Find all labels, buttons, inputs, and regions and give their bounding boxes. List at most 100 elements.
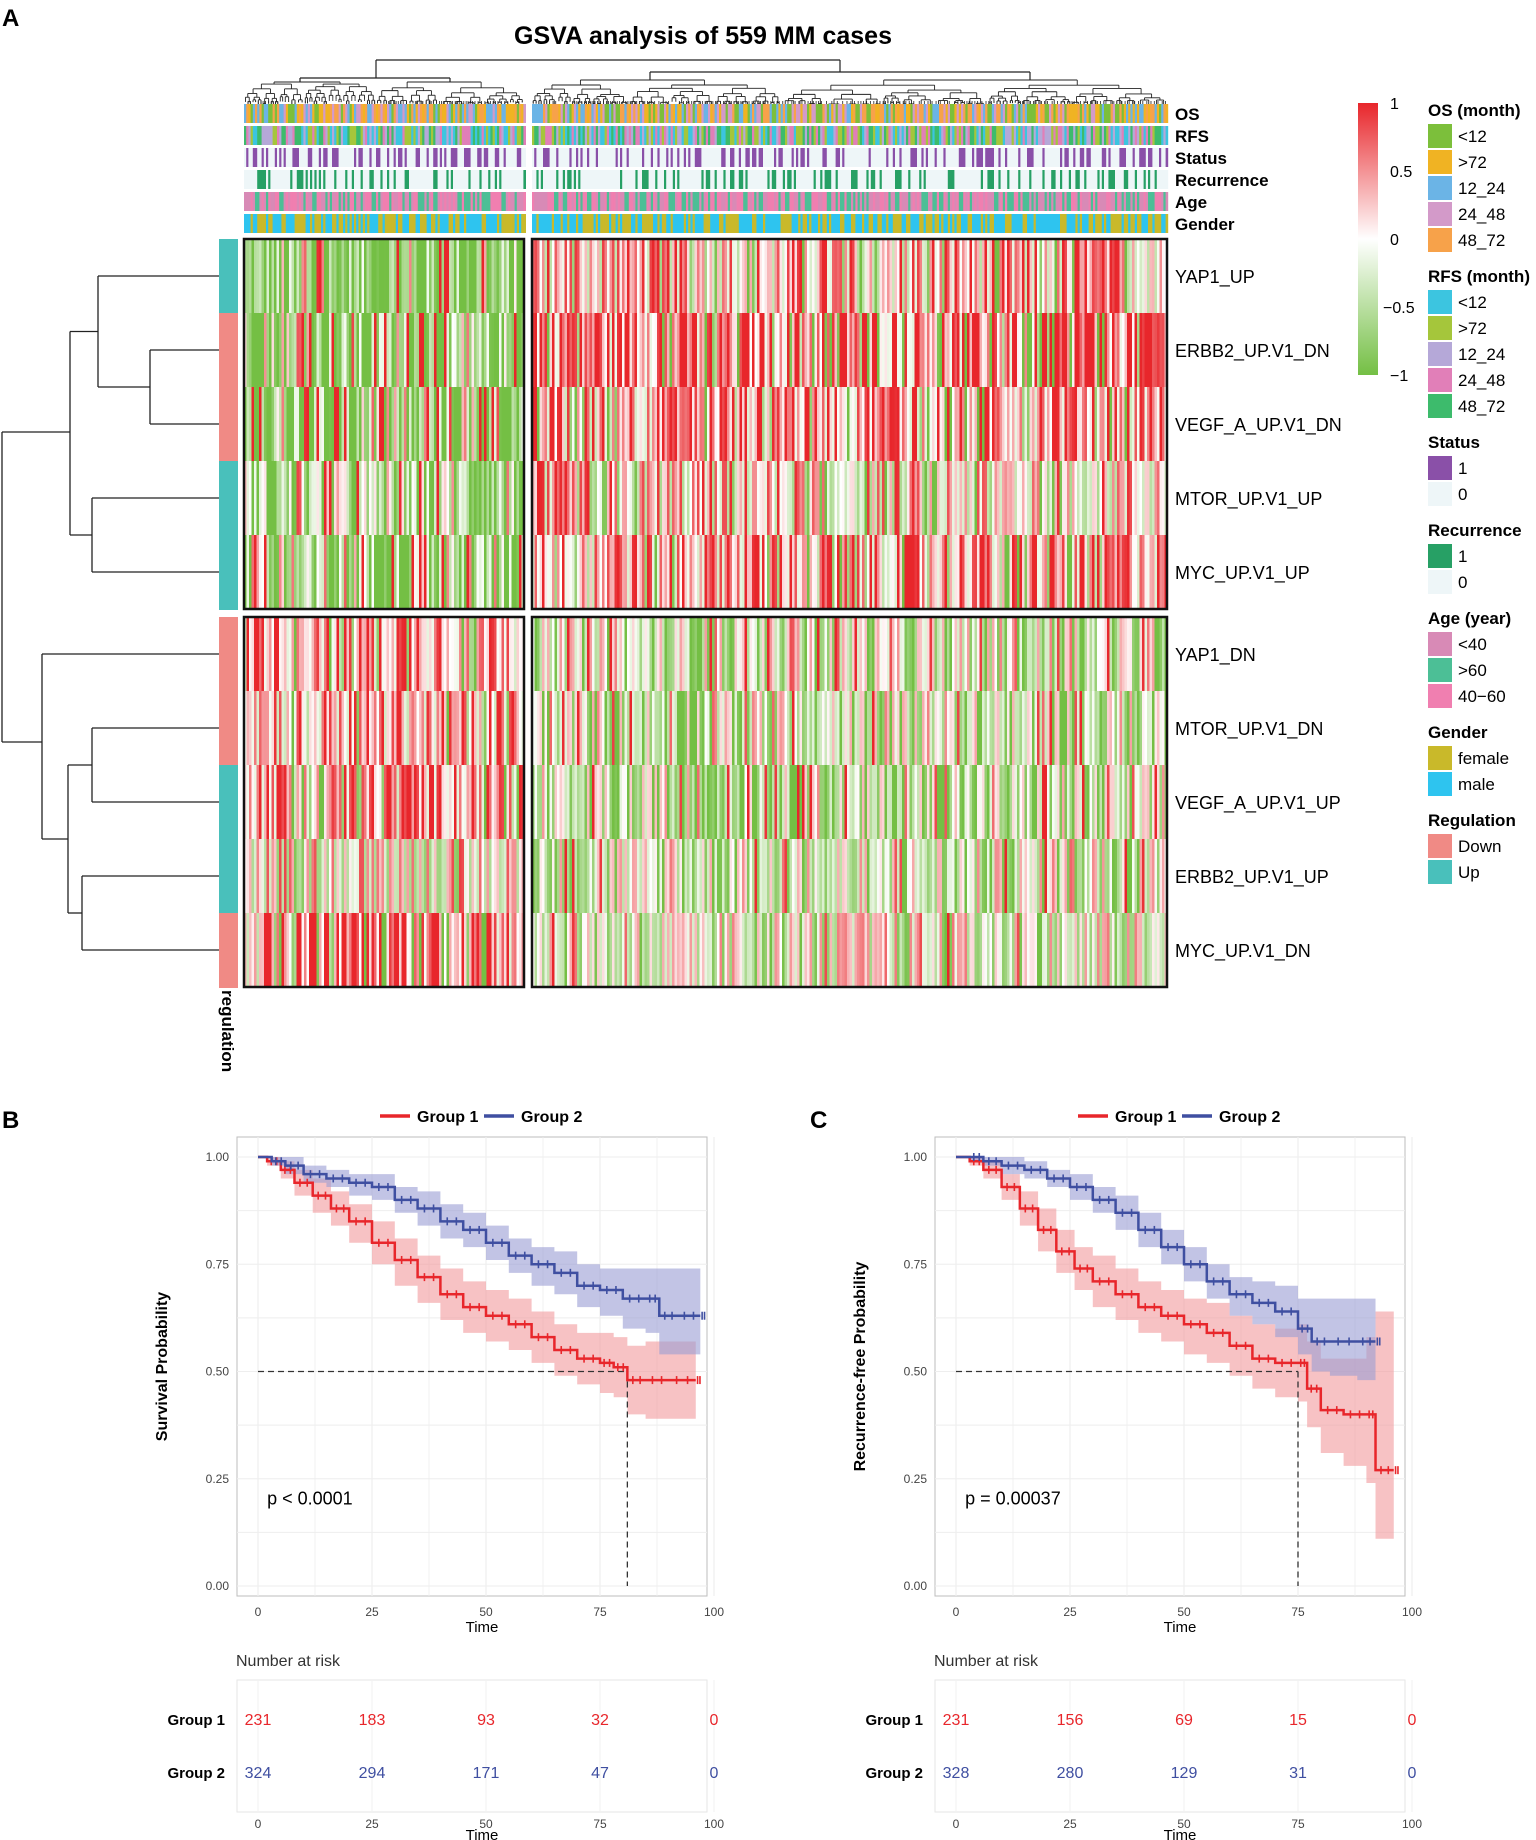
annotation-track-recurrence <box>244 170 1169 189</box>
annotation-label-age: Age <box>1175 193 1207 212</box>
x-tick-label: 25 <box>365 1605 379 1619</box>
regulation-cell-up <box>219 535 238 610</box>
x-tick-label: 0 <box>953 1605 960 1619</box>
gene-set-label: MYC_UP.V1_DN <box>1175 941 1311 962</box>
panel-label-a: A <box>2 5 19 32</box>
heatmap-row-myc_up.v1_dn <box>244 913 1168 987</box>
legend-swatch <box>1428 228 1452 252</box>
y-tick-label: 1.00 <box>206 1150 230 1164</box>
heatmap-row-vegf_a_up.v1_up <box>244 765 1168 839</box>
legend-swatch <box>1428 544 1452 568</box>
regulation-cell-down <box>219 313 238 388</box>
km-curve-group-1 <box>956 1155 1394 1472</box>
risk-row-label: Group 1 <box>167 1712 225 1729</box>
risk-x-tick-label: 100 <box>1402 1817 1422 1831</box>
annotation-label-gender: Gender <box>1175 215 1235 234</box>
legend-swatch <box>1428 482 1452 506</box>
legend-item-label: 48_72 <box>1458 397 1505 416</box>
annotation-track-age <box>244 192 1169 211</box>
legend-swatch <box>1428 772 1452 796</box>
legend-title: RFS (month) <box>1428 267 1530 286</box>
legend-status: Status 1 0 <box>1428 433 1480 506</box>
legend-label-group-2: Group 2 <box>521 1109 582 1126</box>
legend-item-label: >60 <box>1458 661 1487 680</box>
y-tick-label: 0.25 <box>904 1472 928 1486</box>
legend-item-label: <40 <box>1458 635 1487 654</box>
x-tick-label: 50 <box>479 1605 493 1619</box>
legend-swatch <box>1428 860 1452 884</box>
panel-label-c: C <box>810 1107 827 1134</box>
regulation-side-bar <box>219 239 238 988</box>
legend-swatch <box>1428 684 1452 708</box>
gene-set-label: ERBB2_UP.V1_DN <box>1175 341 1330 362</box>
heatmap-color-scale: 1 0.5 0 −0.5 −1 <box>1358 96 1415 385</box>
legend-item-label: 1 <box>1458 459 1467 478</box>
legend-item-label: 12_24 <box>1458 345 1505 364</box>
gene-set-label: YAP1_UP <box>1175 267 1255 288</box>
gene-set-label: YAP1_DN <box>1175 645 1256 666</box>
annotation-label-rfs: RFS <box>1175 127 1209 146</box>
legend-item-label: >72 <box>1458 319 1487 338</box>
legend-item-label: 0 <box>1458 485 1467 504</box>
heatmap-row-vegf_a_up.v1_dn <box>244 387 1168 461</box>
y-tick-label: 0.00 <box>206 1579 230 1593</box>
legend-label-group-1: Group 1 <box>417 1109 478 1126</box>
x-axis-label: Time <box>1164 1619 1197 1636</box>
heatmap-row-erbb2_up.v1_up <box>244 839 1168 913</box>
km-curve-group-1 <box>258 1155 696 1382</box>
heatmap-row-yap1_dn <box>244 617 1168 691</box>
legend-swatch <box>1428 658 1452 682</box>
heatmap-row-yap1_up <box>244 239 1168 313</box>
regulation-cell-up <box>219 461 238 536</box>
km-plot-c: 0 25 50 75 100 0.00 0.25 0.50 0.75 1.00 Time Recurr… <box>852 1109 1422 1840</box>
regulation-cell-up <box>219 765 238 840</box>
risk-value: 156 <box>1057 1712 1084 1729</box>
p-value: p < 0.0001 <box>267 1488 353 1508</box>
ci-band-group-2 <box>258 1157 701 1355</box>
regulation-cell-up <box>219 239 238 314</box>
km-curve-group-2 <box>956 1155 1376 1343</box>
heatmap-cells <box>244 239 1168 987</box>
risk-table-title: Number at risk <box>934 1653 1039 1670</box>
risk-value: 69 <box>1175 1712 1193 1729</box>
color-scale-bar <box>1358 103 1378 375</box>
km-plot-b: 0 25 50 75 100 0.00 0.25 0.50 0.75 1.00 Time Surviv… <box>154 1109 724 1840</box>
regulation-cell-down <box>219 913 238 988</box>
risk-x-tick-label: 0 <box>255 1817 262 1831</box>
y-axis-label: Survival Probability <box>154 1292 171 1441</box>
legend-item-label: Down <box>1458 837 1501 856</box>
heatmap-row-erbb2_up.v1_dn <box>244 313 1168 387</box>
risk-value: 183 <box>359 1712 386 1729</box>
risk-value: 0 <box>1408 1712 1417 1729</box>
risk-value: 231 <box>943 1712 970 1729</box>
gene-set-label: MTOR_UP.V1_DN <box>1175 719 1323 740</box>
risk-value: 15 <box>1289 1712 1307 1729</box>
y-tick-label: 1.00 <box>904 1150 928 1164</box>
x-tick-label: 75 <box>593 1605 607 1619</box>
annotation-label-status: Status <box>1175 149 1227 168</box>
legend-swatch <box>1428 316 1452 340</box>
color-scale-tick: 0 <box>1390 232 1399 249</box>
legend-os: OS (month) <12 >72 12_24 24_48 48_72 <box>1428 101 1521 252</box>
y-tick-label: 0.75 <box>206 1257 230 1271</box>
legend-title: Recurrence <box>1428 521 1522 540</box>
annotation-track-rfs <box>244 126 1169 145</box>
legend-swatch <box>1428 746 1452 770</box>
legend-age: Age (year) <40 >60 40−60 <box>1428 609 1511 708</box>
gene-set-label: MYC_UP.V1_UP <box>1175 563 1310 584</box>
risk-value: 0 <box>1408 1765 1417 1782</box>
risk-table-title: Number at risk <box>236 1653 341 1670</box>
legend-swatch <box>1428 176 1452 200</box>
gene-set-label: VEGF_A_UP.V1_DN <box>1175 415 1342 436</box>
risk-x-tick-label: 75 <box>1291 1817 1305 1831</box>
y-tick-label: 0.75 <box>904 1257 928 1271</box>
risk-value: 231 <box>245 1712 272 1729</box>
x-tick-label: 100 <box>704 1605 724 1619</box>
regulation-cell-up <box>219 839 238 914</box>
risk-x-tick-label: 50 <box>479 1817 493 1831</box>
y-tick-label: 0.25 <box>206 1472 230 1486</box>
legend-swatch <box>1428 202 1452 226</box>
legend-label-group-1: Group 1 <box>1115 1109 1176 1126</box>
risk-value: 47 <box>591 1765 609 1782</box>
